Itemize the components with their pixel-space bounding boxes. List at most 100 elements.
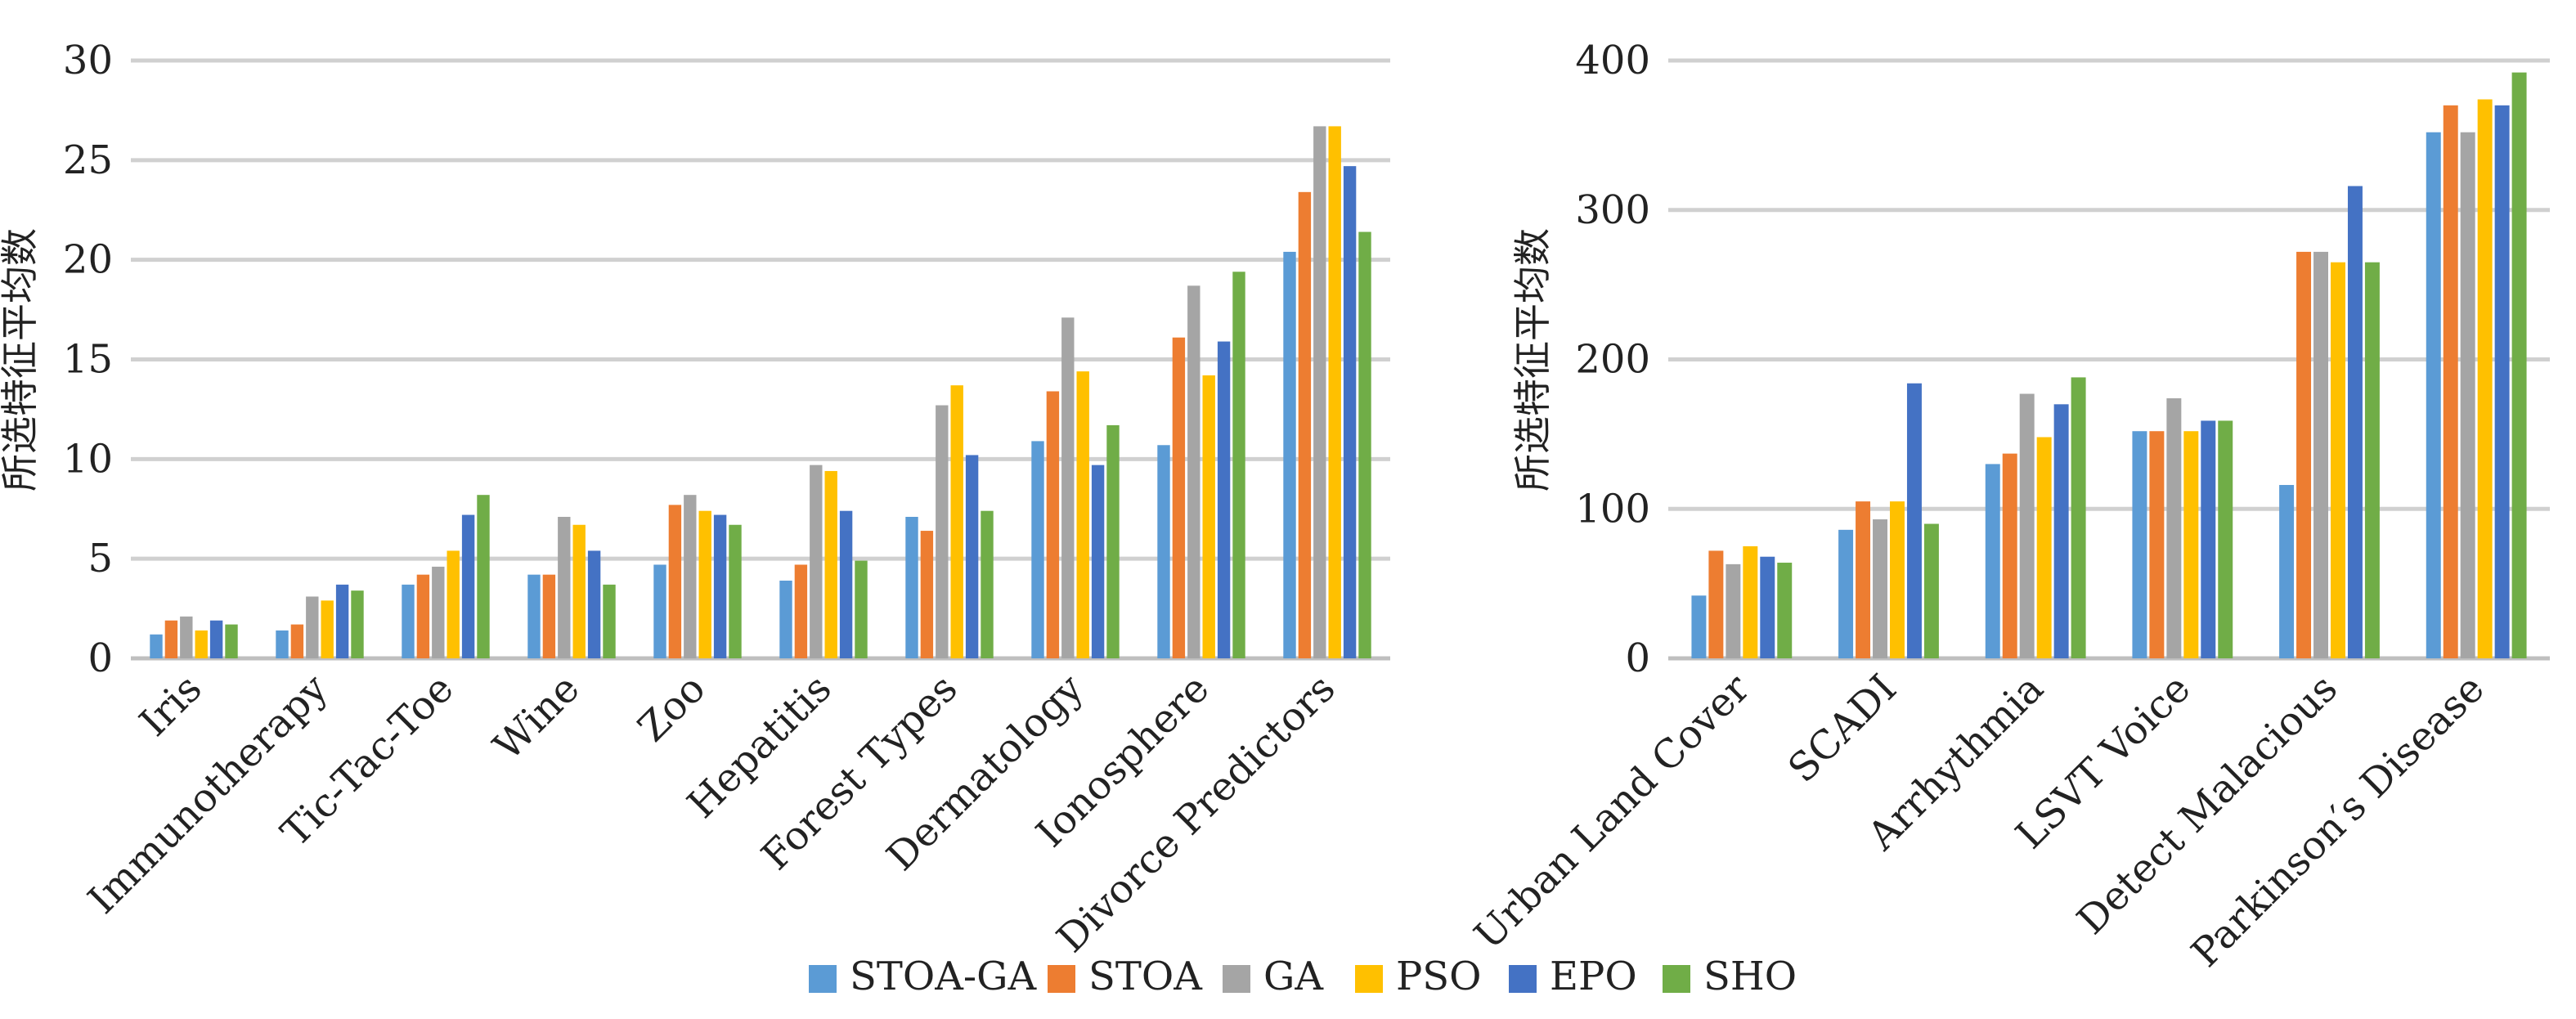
legend-label: PSO [1396,954,1482,999]
legend-label: SHO [1703,954,1797,999]
right-y-tick-label: 200 [1575,337,1650,383]
right-bar-ga [2166,398,2182,658]
right-bar-ga [2313,251,2328,658]
left-bar-chart: 所选特征平均数 051015202530IrisImmunotherapyTic… [0,38,1390,962]
left-bar-stoa [542,574,556,658]
right-y-tick-label: 100 [1575,486,1650,532]
right-bar-stoa [2443,105,2458,658]
right-bar-stoa-ga [1985,464,2000,658]
left-bar-stoa-ga [150,634,163,658]
left-y-tick-label: 20 [63,237,113,283]
left-bar-pso [195,630,208,658]
left-bar-sho [351,590,364,658]
left-bar-stoa-ga [1157,445,1170,658]
left-bar-epo [713,514,727,658]
left-bar-stoa [1298,191,1312,658]
left-bar-sho [981,510,994,658]
left-bar-stoa-ga [402,584,415,658]
left-bar-sho [603,584,616,658]
left-bar-epo [1343,166,1357,659]
left-bar-epo [1217,341,1231,658]
left-bar-ga [810,465,823,658]
right-x-tick-label: SCADI [1779,666,1905,792]
left-x-tick-label: Wine [485,666,589,770]
right-bar-sho [2218,420,2233,658]
right-y-axis-label: 所选特征平均数 [1510,228,1555,492]
left-y-tick-label: 10 [63,436,113,482]
left-y-tick-label: 15 [63,337,113,383]
left-bar-sho [225,624,238,658]
left-bar-stoa [920,531,934,658]
left-bar-sho [1358,231,1371,658]
right-bar-sho [2511,72,2527,659]
right-bar-epo [2201,420,2216,658]
left-bar-stoa-ga [653,564,666,658]
left-bar-epo [209,620,223,658]
right-bar-sho [2071,377,2086,658]
right-bar-stoa-ga [1691,595,1707,658]
left-bar-pso [572,524,586,658]
right-bar-pso [2183,431,2199,658]
legend-label: EPO [1550,954,1637,999]
legend-swatch [1048,965,1075,993]
left-bar-stoa-ga [527,574,541,658]
left-bar-ga [1061,317,1075,658]
left-y-tick-label: 30 [63,38,113,83]
legend-swatch [1223,965,1250,993]
left-bar-ga [1313,126,1326,658]
left-bar-stoa-ga [1031,441,1044,658]
left-bar-epo [587,550,601,658]
left-bar-ga [684,495,697,658]
right-bar-sho [1777,563,1793,658]
right-bar-stoa-ga [2132,431,2147,658]
left-x-tick-label: Immunotherapy [79,666,336,922]
right-x-tick-label: Urban Land Cover [1465,666,1758,958]
right-bar-ga [1873,519,1887,658]
left-bar-pso [1328,126,1341,658]
legend-swatch [1509,965,1537,993]
right-y-tick-label: 0 [1625,635,1650,681]
left-bar-stoa-ga [1283,251,1296,658]
left-y-axis-label: 所选特征平均数 [0,228,42,492]
left-bar-pso [698,510,711,658]
left-bar-stoa [794,564,808,658]
left-bar-ga [1187,285,1200,658]
right-y-tick-label: 400 [1575,38,1650,83]
left-bar-pso [1202,375,1215,658]
left-bar-stoa [290,624,304,658]
right-bar-ga [2460,132,2475,659]
left-bar-epo [1091,465,1105,658]
legend-swatch [1663,965,1690,993]
right-x-tick-label: Parkinson′s Disease [2183,666,2493,976]
right-bar-stoa-ga [2279,485,2295,658]
right-bar-epo [2053,404,2069,658]
left-y-tick-label: 0 [88,635,113,681]
left-bar-epo [839,510,853,658]
left-bar-stoa [668,505,682,658]
legend-swatch [1355,965,1383,993]
legend-label: GA [1263,954,1324,999]
left-y-tick-label: 25 [63,137,113,183]
legend-swatch [809,965,837,993]
right-bar-epo [1760,556,1775,658]
left-bar-ga [432,566,445,658]
left-bar-ga [558,516,571,658]
right-bar-stoa-ga [2426,132,2441,659]
left-bar-sho [729,524,742,658]
left-bar-epo [335,584,349,658]
right-bar-pso [1743,545,1758,658]
left-bar-pso [447,550,460,658]
left-bar-epo [965,455,979,658]
right-bar-epo [2494,105,2510,658]
left-bar-sho [1106,424,1120,658]
left-bar-ga [936,405,949,658]
right-bar-epo [2347,186,2363,658]
right-bar-stoa [2149,431,2165,658]
left-x-tick-label: Iris [131,666,211,746]
left-bar-sho [855,560,868,658]
right-bar-stoa [1856,501,1871,658]
right-bar-chart: 所选特征平均数 0 100 200 300 400 Urban Land Cover SCA… [1465,38,2550,976]
left-bar-pso [950,385,963,658]
left-bar-stoa [164,620,178,658]
